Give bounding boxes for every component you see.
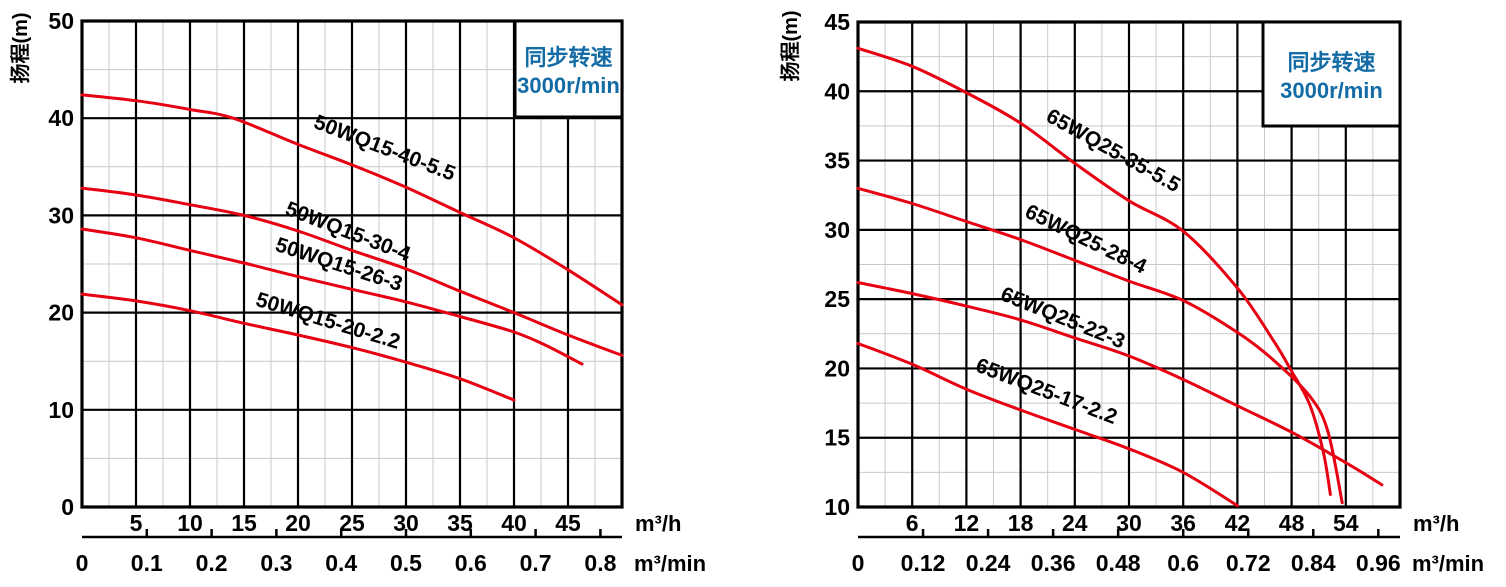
y-tick-label: 30 <box>824 217 850 243</box>
curve-label-65WQ25-17-2.2: 65WQ25-17-2.2 <box>973 354 1121 429</box>
x2-tick-label: 0.1 <box>131 550 163 576</box>
y-tick-label: 20 <box>48 300 74 326</box>
pump-curve-50WQ15-26-3 <box>80 227 584 366</box>
legend-speed-title: 同步转速 <box>1287 50 1375 75</box>
pump-curve-50WQ15-30-4 <box>80 186 624 357</box>
legend-speed-title: 同步转速 <box>524 45 612 70</box>
x2-tick-label: 0.3 <box>260 550 292 576</box>
pump-curve-65WQ25-22-3 <box>856 281 1384 487</box>
x2-tick-label: 0 <box>76 550 89 576</box>
x-tick-label: 48 <box>1279 510 1305 536</box>
x2-tick-label: 0.6 <box>1167 550 1199 576</box>
x2-tick-label: 0.2 <box>196 550 228 576</box>
pump-curve-65WQ25-17-2.2 <box>856 341 1239 508</box>
y-tick-label: 35 <box>824 148 850 174</box>
x-tick-label: 15 <box>231 510 257 536</box>
legend-speed-value: 3000r/min <box>1280 78 1383 103</box>
x2-tick-label: 0.12 <box>901 550 946 576</box>
y-tick-label: 20 <box>824 355 850 381</box>
x-tick-label: 10 <box>177 510 203 536</box>
x-tick-label: 18 <box>1008 510 1034 536</box>
y-tick-label: 40 <box>824 78 850 104</box>
x-tick-label: 24 <box>1062 510 1088 536</box>
x-tick-label: 5 <box>130 510 143 536</box>
y-tick-label: 50 <box>48 8 74 34</box>
y-axis-title: 扬程(m) <box>9 12 32 83</box>
y-tick-label: 10 <box>824 494 850 520</box>
x2-tick-label: 0.7 <box>520 550 552 576</box>
pump-curve-65WQ25-28-4 <box>856 186 1344 505</box>
x-tick-label: 6 <box>906 510 919 536</box>
x-unit-secondary-label: m³/min <box>634 551 706 576</box>
legend-box <box>513 19 624 119</box>
pump-curve-50WQ15-40-5.5 <box>80 93 624 307</box>
y-tick-label: 45 <box>824 9 850 35</box>
x2-tick-label: 0.84 <box>1291 550 1336 576</box>
x2-tick-label: 0.48 <box>1096 550 1141 576</box>
x-tick-label: 30 <box>1116 510 1142 536</box>
y-tick-label: 25 <box>824 286 850 312</box>
x2-tick-label: 0.5 <box>390 550 422 576</box>
plot-border <box>856 20 1402 509</box>
x-tick-label: 20 <box>285 510 311 536</box>
pump-curve-65WQ25-35-5.5 <box>856 46 1332 496</box>
y-tick-label: 10 <box>48 397 74 423</box>
x-tick-label: 42 <box>1225 510 1251 536</box>
x-tick-label: 45 <box>555 510 581 536</box>
y-tick-label: 40 <box>48 105 74 131</box>
x2-tick-label: 0.8 <box>584 550 616 576</box>
x2-tick-label: 0.96 <box>1356 550 1401 576</box>
x-tick-label: 12 <box>954 510 980 536</box>
y-tick-label: 0 <box>61 494 74 520</box>
x-tick-label: 40 <box>501 510 527 536</box>
x2-tick-label: 0.6 <box>455 550 487 576</box>
legend-speed-value: 3000r/min <box>517 73 620 98</box>
x-tick-label: 54 <box>1333 510 1359 536</box>
curve-label-50WQ15-40-5.5: 50WQ15-40-5.5 <box>311 111 459 186</box>
x-tick-label: 35 <box>447 510 473 536</box>
y-tick-label: 30 <box>48 202 74 228</box>
plot-border <box>80 19 624 509</box>
x2-tick-label: 0.72 <box>1226 550 1271 576</box>
curve-label-65WQ25-28-4: 65WQ25-28-4 <box>1021 200 1150 279</box>
x2-tick-label: 0.4 <box>325 550 357 576</box>
x-unit-primary-label: m³/h <box>1413 511 1459 536</box>
x2-tick-label: 0.24 <box>966 550 1011 576</box>
legend-box <box>1261 20 1402 128</box>
curve-label-50WQ15-20-2.2: 50WQ15-20-2.2 <box>253 288 403 354</box>
y-axis-title: 扬程(m) <box>779 10 802 81</box>
chart-50wq15: 同步转速3000r/min50WQ15-40-5.550WQ15-30-450W… <box>9 8 706 576</box>
x-unit-secondary-label: m³/min <box>1412 551 1484 576</box>
x2-tick-label: 0.36 <box>1031 550 1076 576</box>
x-unit-primary-label: m³/h <box>635 511 681 536</box>
x-tick-label: 25 <box>339 510 365 536</box>
y-tick-label: 15 <box>824 425 850 451</box>
pump-curve-50WQ15-20-2.2 <box>80 292 516 402</box>
curve-label-65WQ25-35-5.5: 65WQ25-35-5.5 <box>1042 104 1184 197</box>
x2-tick-label: 0 <box>852 550 865 576</box>
